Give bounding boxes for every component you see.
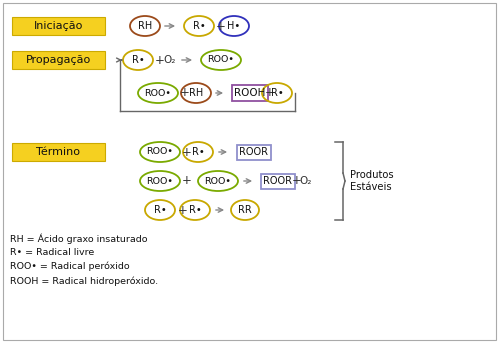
Text: R•: R• (132, 55, 144, 65)
Text: R•: R• (270, 88, 283, 98)
Text: +: + (155, 54, 165, 67)
Text: ROO•: ROO• (205, 177, 232, 186)
Text: +: + (182, 145, 192, 158)
Text: RR: RR (238, 205, 252, 215)
Text: RH: RH (189, 88, 203, 98)
Text: +: + (265, 86, 275, 99)
Text: R•: R• (193, 21, 206, 31)
Bar (237, 144, 271, 159)
Text: O₂: O₂ (164, 55, 176, 65)
Text: Propagação: Propagação (26, 55, 91, 65)
Text: ROOR: ROOR (263, 176, 292, 186)
Bar (232, 85, 268, 101)
Text: R•: R• (189, 205, 202, 215)
Text: ROOR: ROOR (240, 147, 268, 157)
Text: +: + (178, 203, 188, 216)
Text: R•: R• (154, 205, 166, 215)
FancyBboxPatch shape (12, 17, 105, 35)
Text: +: + (180, 86, 190, 99)
FancyBboxPatch shape (12, 143, 105, 161)
Text: Produtos
Estáveis: Produtos Estáveis (350, 170, 394, 192)
Text: ROO•: ROO• (147, 177, 174, 186)
Text: ROO•: ROO• (147, 147, 174, 156)
Text: O₂: O₂ (300, 176, 312, 186)
Text: ROOH: ROOH (235, 88, 265, 98)
Text: +: + (182, 175, 192, 188)
Text: +: + (292, 175, 302, 188)
Text: +: + (216, 20, 226, 33)
Text: ROO•: ROO• (145, 88, 172, 97)
Text: Término: Término (36, 147, 80, 157)
Text: R•: R• (192, 147, 205, 157)
Text: ROO•: ROO• (208, 56, 235, 64)
Bar (261, 174, 295, 189)
FancyBboxPatch shape (12, 51, 105, 69)
Text: RH = Ácido graxo insaturado
R• = Radical livre
ROO• = Radical peróxido
ROOH = Ra: RH = Ácido graxo insaturado R• = Radical… (10, 233, 158, 286)
Text: Iniciação: Iniciação (34, 21, 83, 31)
Text: H•: H• (228, 21, 241, 31)
Text: RH: RH (138, 21, 152, 31)
